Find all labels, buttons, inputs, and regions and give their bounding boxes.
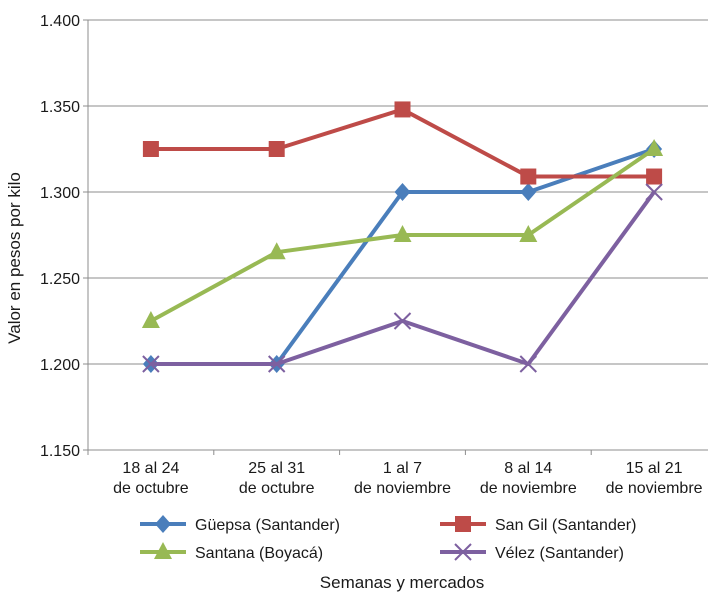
y-tick-label: 1.300: [40, 185, 80, 202]
series-velez: [142, 183, 663, 373]
data-point-triangle: [154, 542, 172, 559]
data-point-triangle: [519, 225, 538, 242]
legend-item: San Gil (Santander): [440, 516, 636, 534]
series-santana: [141, 139, 664, 328]
data-point-triangle: [393, 225, 412, 242]
data-point-square: [520, 168, 537, 185]
data-point-x: [142, 355, 160, 373]
series-line: [150, 147, 655, 366]
data-point-x: [519, 355, 538, 373]
legend-item: Güepsa (Santander): [140, 515, 340, 534]
legend-label: Santana (Boyacá): [195, 545, 323, 562]
data-point-x: [267, 355, 286, 373]
data-point-square: [394, 101, 411, 118]
legend-item: Santana (Boyacá): [140, 542, 323, 562]
x-tick-labels: 18 al 24 de octubre 25 al 31 de octubre 1 al…: [113, 460, 703, 497]
data-point-square: [142, 141, 159, 157]
x-tick-label: 1 al 7 de noviembre: [354, 460, 451, 497]
y-tick-label: 1.150: [40, 443, 80, 460]
data-point-x: [393, 312, 412, 330]
series-lines: [141, 101, 664, 373]
data-point-diamond: [155, 515, 171, 533]
series-san: [142, 101, 663, 185]
data-point-diamond: [520, 183, 537, 201]
data-point-square: [268, 141, 285, 157]
data-point-triangle: [141, 311, 160, 328]
legend-label: Vélez (Santander): [495, 545, 624, 562]
data-point-x: [645, 183, 663, 201]
legend-label: San Gil (Santander): [495, 517, 636, 534]
legend-item: Vélez (Santander): [440, 543, 624, 562]
legend: Güepsa (Santander) San Gil (Santander) San…: [140, 515, 636, 562]
y-tick-label: 1.400: [40, 13, 80, 30]
data-point-square: [455, 516, 471, 532]
y-axis-label: Valor en pesos por kilo: [5, 172, 24, 344]
data-point-square: [646, 168, 663, 185]
x-tick-label: 15 al 21 de noviembre: [606, 460, 703, 497]
y-tick-label: 1.200: [40, 357, 80, 374]
axes: [83, 19, 708, 455]
data-point-triangle: [267, 242, 286, 260]
x-axis-label: Semanas y mercados: [320, 573, 484, 592]
x-tick-label: 8 al 14 de noviembre: [480, 460, 577, 497]
y-tick-label: 1.250: [40, 271, 80, 288]
data-point-diamond: [394, 183, 411, 201]
data-point-triangle: [645, 139, 664, 156]
x-tick-label: 25 al 31 de octubre: [239, 460, 315, 497]
series-line: [150, 107, 655, 179]
legend-label: Güepsa (Santander): [195, 517, 340, 534]
y-tick-labels: 1.150 1.200 1.250 1.300 1.350 1.400: [40, 13, 80, 460]
data-point-x: [454, 543, 472, 561]
y-tick-label: 1.350: [40, 99, 80, 116]
x-tick-label: 18 al 24 de octubre: [113, 460, 189, 497]
